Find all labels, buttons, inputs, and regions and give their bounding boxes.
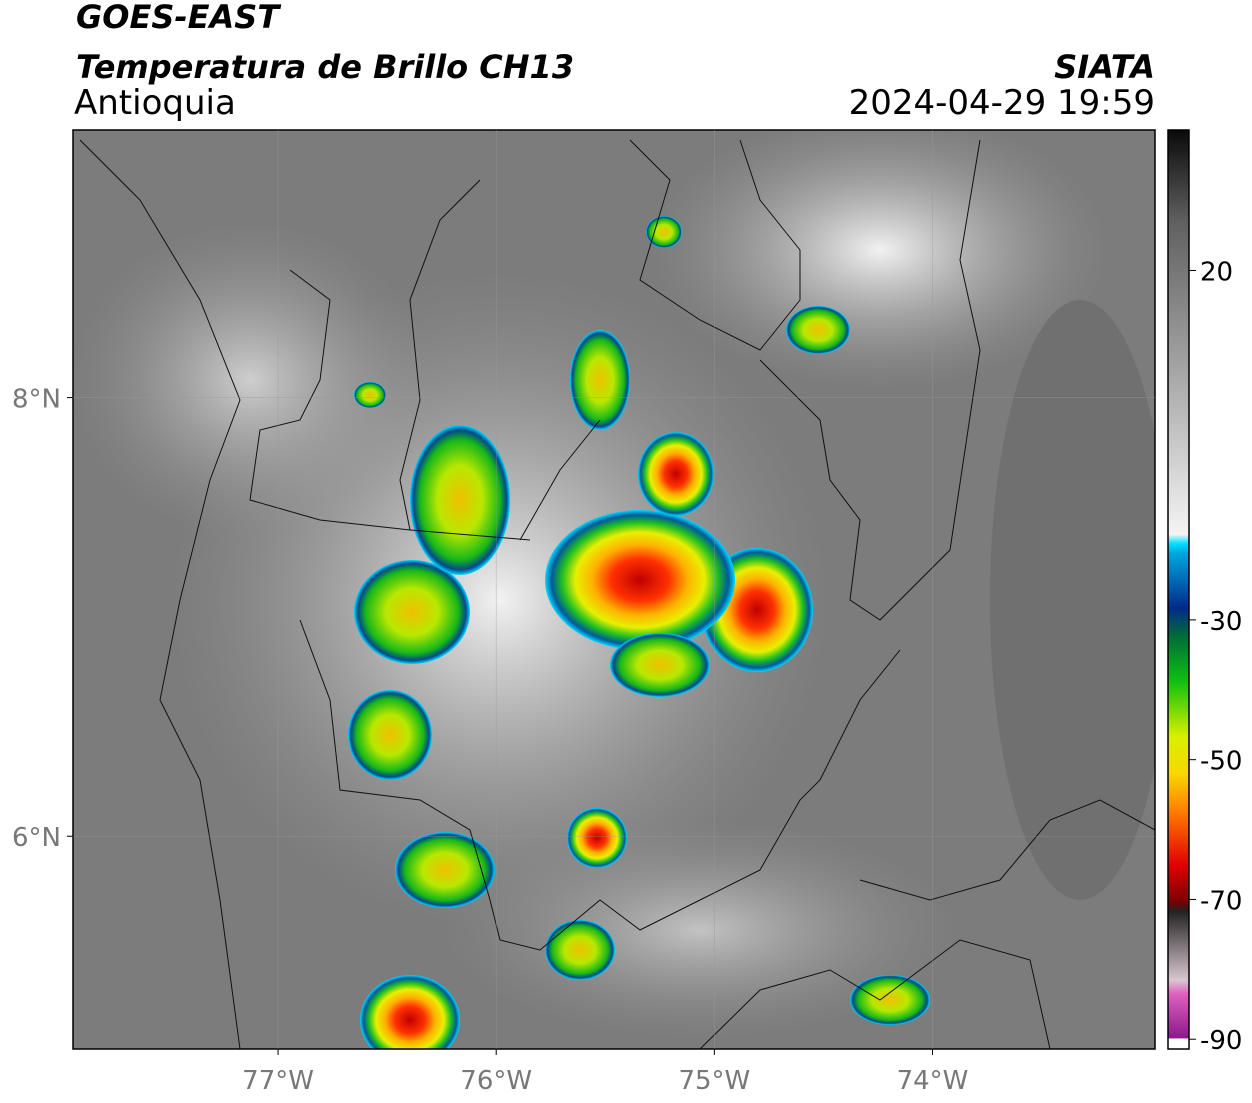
x-tick-label: 75°W — [678, 1066, 750, 1096]
colorbar — [1167, 129, 1190, 1050]
border — [629, 139, 981, 621]
colorbar-label: -90 — [1200, 1026, 1242, 1056]
storm-cell — [646, 216, 682, 248]
source: SIATA — [1054, 48, 1155, 86]
region: Antioquia — [74, 83, 236, 123]
cloud — [990, 300, 1155, 900]
cloud — [73, 220, 430, 540]
storm-cell — [395, 832, 495, 908]
satellite-image — [73, 130, 1155, 1049]
storm-cell — [354, 560, 470, 664]
storm-cell — [850, 975, 930, 1025]
border — [299, 419, 901, 951]
subtitle: Temperatura de Brillo CH13 — [76, 48, 574, 86]
storm-cell — [610, 633, 710, 697]
storm-cell — [570, 330, 630, 430]
storm-cell — [354, 382, 386, 408]
storm-cell — [545, 920, 615, 980]
cloud — [650, 130, 1110, 390]
y-tick-label: 6°N — [12, 823, 61, 853]
storm-cell — [545, 510, 735, 650]
storm-cell — [410, 425, 510, 575]
storm-cell — [360, 975, 460, 1049]
timestamp: 2024-04-29 19:59 — [849, 83, 1155, 123]
storm-cell — [638, 432, 714, 516]
storm-cell — [786, 306, 850, 354]
colorbar-label: -30 — [1200, 607, 1242, 637]
border — [249, 179, 531, 541]
colorbar-label: -50 — [1200, 747, 1242, 777]
storm-cell — [567, 808, 627, 868]
colorbar-label: -70 — [1200, 886, 1242, 916]
x-tick-label: 76°W — [460, 1066, 532, 1096]
colorbar-label: 20 — [1200, 257, 1233, 287]
x-tick-label: 74°W — [897, 1066, 969, 1096]
cloud — [440, 820, 960, 1040]
border — [699, 799, 1155, 1049]
x-tick-label: 77°W — [242, 1066, 314, 1096]
y-tick-label: 8°N — [12, 385, 61, 415]
map-frame — [72, 129, 1156, 1050]
storm-cell — [348, 690, 432, 780]
coastline — [79, 139, 241, 1049]
title: GOES-EAST — [76, 0, 281, 36]
